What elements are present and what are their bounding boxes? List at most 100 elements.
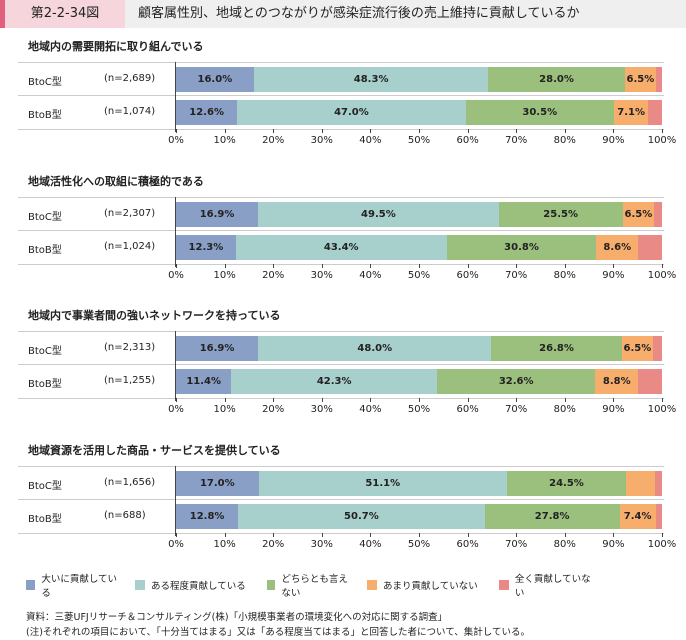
x-tick [273,533,275,537]
y-axis-line [175,62,176,132]
x-tick [613,398,615,402]
x-tick-label: 50% [407,270,431,281]
x-tick-label: 100% [647,135,677,146]
y-axis-line [175,331,176,401]
figure-header: 第2-2-34図 顧客属性別、地域とのつながりが感染症流行後の売上維持に貢献して… [0,0,686,28]
row-label: BtoB型 [28,379,62,390]
source-note: 資料：三菱UFJリサーチ＆コンサルティング(株)「小規模事業者の環境変化への対応… [26,612,448,623]
bar-segment [626,471,656,496]
x-axis: 0% 10% 20% 30% 40% 50% 60% 70% 80% 90% 100% [168,264,676,281]
x-tick-label: 40% [359,270,382,281]
x-tick-label: 90% [602,539,625,550]
x-tick-label: 70% [505,404,528,415]
x-tick [224,129,226,133]
bar-segment: 27.8% [484,504,620,529]
bar-segment: 25.5% [498,202,623,227]
sample-size: (n=1,074) [104,106,156,117]
x-tick-label: 40% [359,135,382,146]
x-tick-label: 10% [213,539,236,550]
x-tick-label: 0% [168,404,184,415]
x-tick-label: 60% [456,539,479,550]
bar-segment [655,504,662,529]
x-tick [467,129,469,133]
row-label: BtoC型 [28,346,62,357]
x-tick [467,398,469,402]
bar-segment: 7.1% [613,100,649,125]
x-tick [370,264,372,268]
x-axis: 0% 10% 20% 30% 40% 50% 60% 70% 80% 90% 100% [168,533,676,550]
x-axis: 0% 10% 20% 30% 40% 50% 60% 70% 80% 90% 100% [168,129,676,146]
x-tick-label: 0% [168,539,184,550]
bar-row: BtoB型 (n=1,074) 12.6% 47.0% 30.5% 7.1% [18,95,664,130]
bar-segment: 47.0% [237,100,466,125]
x-tick [467,533,469,537]
x-tick-label: 30% [310,135,333,146]
bar-segment: 8.6% [596,235,639,260]
x-tick [370,129,372,133]
stacked-bar: 12.3% 43.4% 30.8% 8.6% [176,235,662,260]
x-tick [370,398,372,402]
bar-segment: 11.4% [176,369,232,394]
x-tick-label: 10% [213,270,236,281]
x-tick-label: 40% [359,404,382,415]
bar-segment: 6.5% [621,336,654,361]
x-tick [662,129,663,133]
x-tick-label: 90% [602,404,625,415]
row-label: BtoB型 [28,514,62,525]
sample-size: (n=2,689) [104,73,156,84]
bar-row: BtoB型 (n=688) 12.8% 50.7% 27.8% 7.4% [18,499,664,534]
x-tick-label: 70% [505,270,528,281]
x-tick-label: 70% [505,135,528,146]
x-tick [176,533,177,537]
bar-segment [653,336,662,361]
bar-segment [638,235,662,260]
x-tick [224,398,226,402]
legend-item: 大いに貢献している [26,571,121,599]
figure-title: 顧客属性別、地域とのつながりが感染症流行後の売上維持に貢献しているか [138,6,580,21]
x-tick [419,264,420,268]
x-tick-label: 60% [456,404,479,415]
x-tick [419,398,420,402]
x-tick [273,398,275,402]
x-tick [662,533,663,537]
legend-label: 全く貢献していない [514,574,591,599]
bar-segment: 16.9% [176,336,259,361]
panel-title: 地域資源を活用した商品・サービスを提供している [28,444,281,457]
bar-segment: 51.1% [258,471,507,496]
bar-segment: 42.3% [231,369,437,394]
bar-segment: 48.0% [258,336,492,361]
x-tick-label: 90% [602,135,625,146]
x-tick-label: 60% [456,135,479,146]
x-tick-label: 80% [553,404,576,415]
bar-segment: 24.5% [506,471,627,496]
sample-size: (n=1,024) [104,241,156,252]
x-tick [224,533,226,537]
panel-title: 地域内で事業者間の強いネットワークを持っている [28,309,281,322]
x-tick-label: 20% [262,270,285,281]
x-tick [516,129,518,133]
x-tick [321,398,323,402]
bar-segment: 12.3% [176,235,236,260]
bar-row: BtoC型 (n=2,313) 16.9% 48.0% 26.8% 6.5% [18,331,664,365]
x-tick [176,129,177,133]
legend-label: どちらとも言えない [281,574,348,599]
bar-segment: 17.0% [176,471,259,496]
bar-segment: 50.7% [238,504,485,529]
bar-segment: 12.8% [176,504,239,529]
x-tick [662,398,663,402]
x-tick [516,398,518,402]
row-label: BtoC型 [28,77,62,88]
x-tick-label: 80% [553,270,576,281]
panel-title: 地域活性化への取組に積極的である [28,175,204,188]
x-tick-label: 20% [262,135,285,146]
bar-segment: 16.9% [176,202,259,227]
x-tick-label: 10% [213,135,236,146]
x-tick [273,129,275,133]
bar-segment: 8.8% [595,369,639,394]
x-tick [662,264,663,268]
x-tick [516,533,518,537]
bar-segment: 49.5% [258,202,499,227]
x-tick-label: 0% [168,270,184,281]
legend-item: ある程度貢献している [135,571,253,599]
sample-size: (n=2,307) [104,208,156,219]
